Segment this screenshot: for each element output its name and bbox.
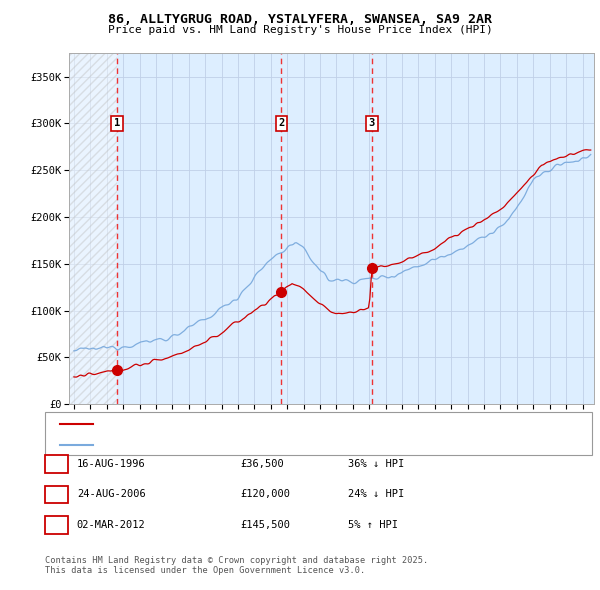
Text: 24-AUG-2006: 24-AUG-2006 (77, 490, 146, 499)
Text: 16-AUG-1996: 16-AUG-1996 (77, 459, 146, 468)
Text: 2: 2 (53, 490, 59, 499)
Text: 1: 1 (114, 119, 120, 128)
Text: 86, ALLTYGRUG ROAD, YSTALYFERA, SWANSEA, SA9 2AR (detached house): 86, ALLTYGRUG ROAD, YSTALYFERA, SWANSEA,… (99, 419, 481, 430)
Text: £145,500: £145,500 (240, 520, 290, 530)
Text: 5% ↑ HPI: 5% ↑ HPI (348, 520, 398, 530)
Text: 1: 1 (53, 459, 59, 468)
Text: 36% ↓ HPI: 36% ↓ HPI (348, 459, 404, 468)
Text: 2: 2 (278, 119, 284, 128)
Text: 3: 3 (53, 520, 59, 530)
Text: Contains HM Land Registry data © Crown copyright and database right 2025.
This d: Contains HM Land Registry data © Crown c… (45, 556, 428, 575)
Text: 02-MAR-2012: 02-MAR-2012 (77, 520, 146, 530)
Text: 86, ALLTYGRUG ROAD, YSTALYFERA, SWANSEA, SA9 2AR: 86, ALLTYGRUG ROAD, YSTALYFERA, SWANSEA,… (108, 13, 492, 26)
Text: Price paid vs. HM Land Registry's House Price Index (HPI): Price paid vs. HM Land Registry's House … (107, 25, 493, 35)
Text: HPI: Average price, detached house, Neath Port Talbot: HPI: Average price, detached house, Neat… (99, 440, 410, 450)
Text: 3: 3 (369, 119, 375, 128)
Text: 24% ↓ HPI: 24% ↓ HPI (348, 490, 404, 499)
Text: £120,000: £120,000 (240, 490, 290, 499)
Text: £36,500: £36,500 (240, 459, 284, 468)
